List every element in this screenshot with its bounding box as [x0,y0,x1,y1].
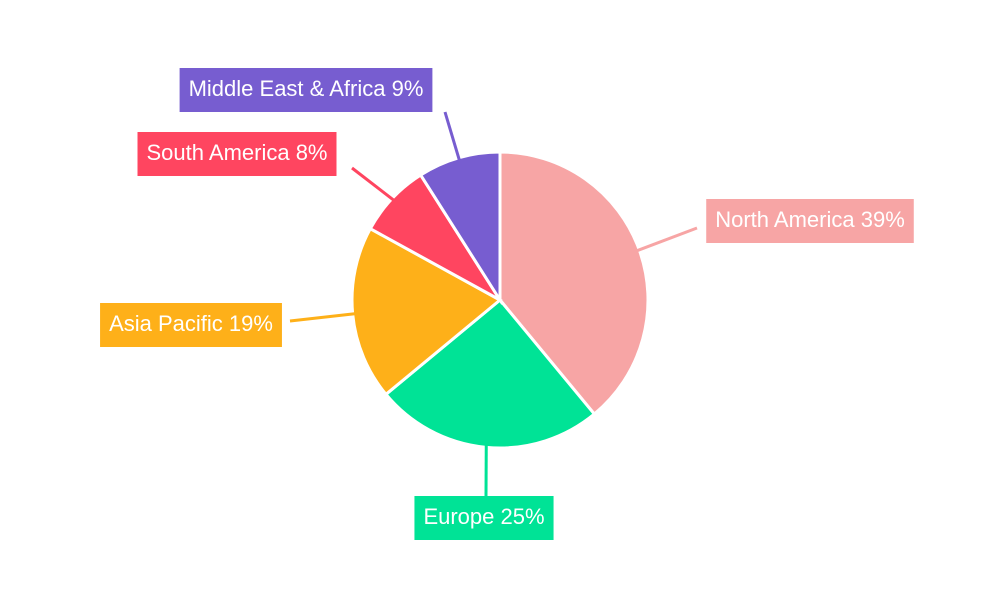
category-name: South America [147,140,291,165]
category-name: Asia Pacific [109,311,223,336]
value-label: 8% [290,140,328,165]
category-name: Europe [423,504,494,529]
data-label: Asia Pacific 19% [109,311,273,336]
data-label: South America 8% [147,140,328,165]
labels: North America 39% Europe 25% Asia Pacific … [100,68,914,540]
value-label: 9% [385,76,423,101]
label-box [179,68,433,112]
leader-line [351,166,395,202]
label-box [137,132,337,176]
label-box [100,303,282,347]
data-label: North America 39% [715,207,905,232]
label-box [414,496,554,540]
value-label: 25% [494,504,544,529]
category-name: North America [715,207,855,232]
data-label: Europe 25% [423,504,544,529]
value-label: 19% [223,311,273,336]
leader-line [636,226,698,252]
slices [350,150,650,450]
leader-line [443,111,461,161]
data-label: Middle East & Africa 9% [189,76,424,101]
leader-line [289,312,355,323]
value-label: 39% [855,207,905,232]
label-box [706,199,914,243]
category-name: Middle East & Africa [189,76,387,101]
